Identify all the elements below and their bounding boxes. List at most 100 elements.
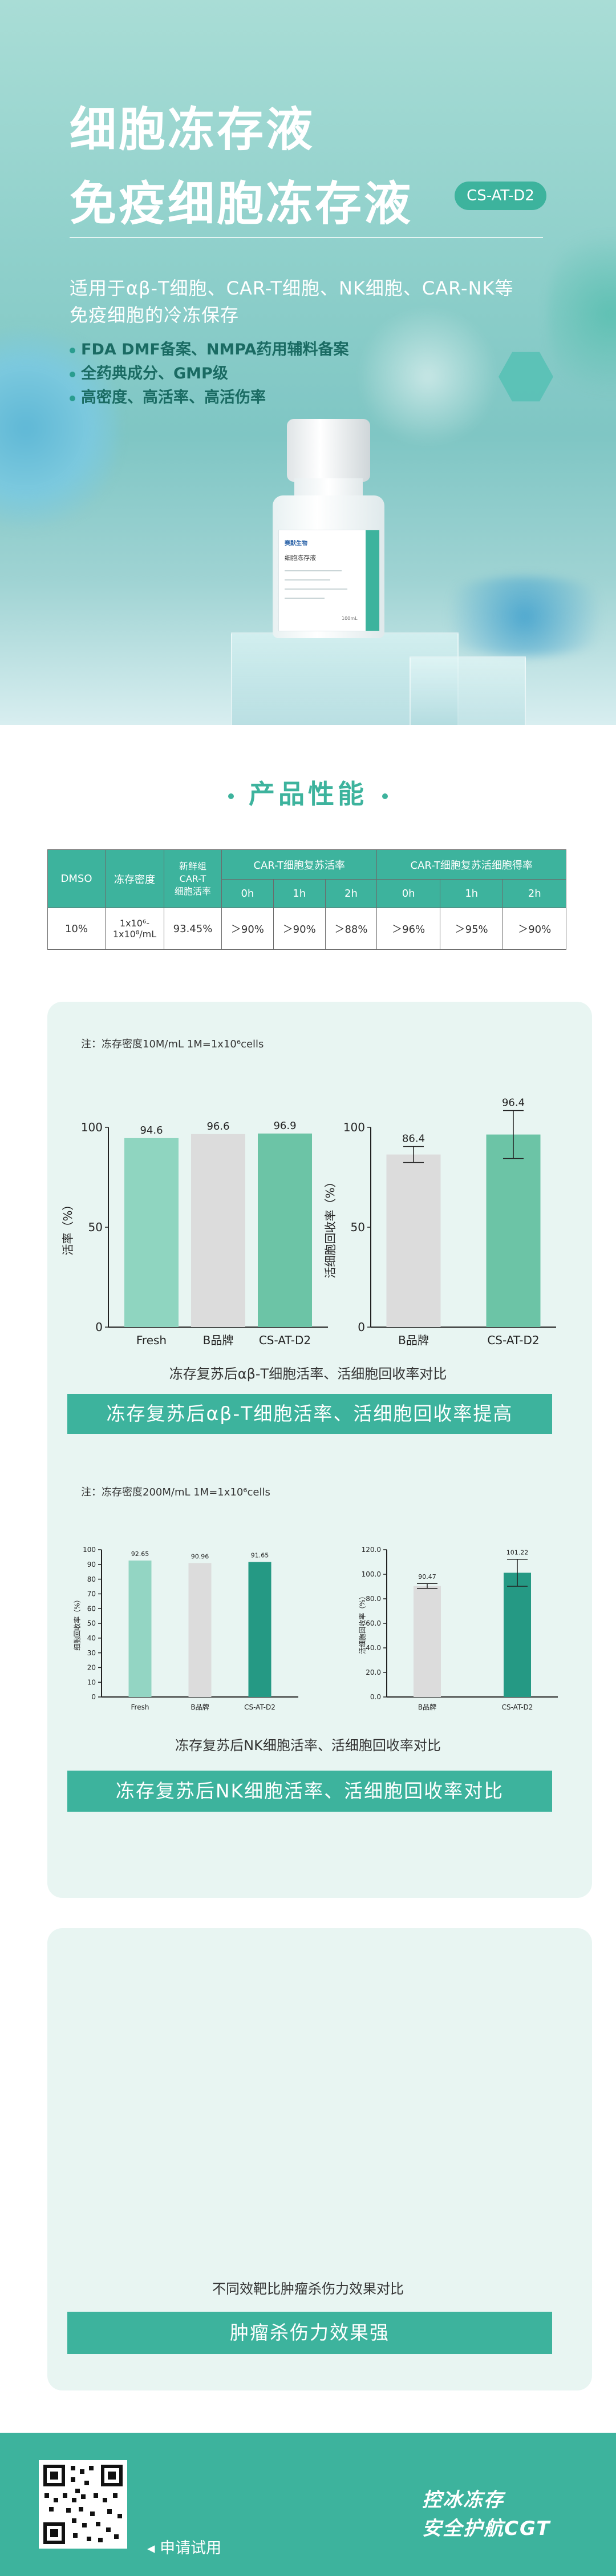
banner-1: 冻存复苏后αβ-T细胞活率、活细胞回收率提高 [67,1394,552,1434]
x-tick-label: Fresh [131,1703,149,1711]
slogan-line2: 安全护航CGT [422,2517,551,2540]
y-tick-label: 0.0 [370,1693,381,1701]
hexagon-decoration [499,352,553,402]
col-fresh: 新鲜组 CAR-T 细胞活率 [164,849,222,908]
data-label: 91.65 [251,1552,269,1559]
x-tick-label: B品牌 [398,1333,429,1347]
y-tick-label: 0 [91,1693,96,1701]
sub-2h: 2h [325,879,378,908]
hero-bullet-1: FDA DMF备案、NMPA药用辅料备案 [70,337,349,359]
section-title: 产品性能 [0,773,616,811]
y-tick-label: 80 [87,1575,96,1583]
performance-table: DMSO 冻存密度 新鲜组 CAR-T 细胞活率 CAR-T细胞复苏活率 CAR… [47,849,566,950]
cell: ＞96% [376,908,440,950]
y-tick-label: 90 [87,1561,96,1569]
bar [248,1562,271,1697]
bar [188,1563,212,1697]
sub-1h: 1h [439,879,504,908]
cell: 93.45% [164,908,222,950]
footer: ◂ 申请试用 控冰冻存 安全护航CGT [0,2433,616,2576]
y-tick-label: 60 [87,1605,96,1612]
apply-trial-link[interactable]: ◂ 申请试用 [147,2539,222,2557]
slogan-line1: 控冰冻存 [422,2489,504,2512]
data-label: 101.22 [506,1549,529,1557]
y-tick-label: 120.0 [362,1546,381,1554]
x-tick-label: Fresh [136,1333,167,1347]
y-tick-label: 100.0 [362,1570,381,1578]
data-label: 96.4 [502,1097,525,1109]
bar [258,1133,312,1327]
y-tick-label: 10 [87,1678,96,1686]
y-axis-label: 活细胞回收率（%） [358,1593,367,1654]
y-tick-label: 80.0 [366,1595,381,1603]
banner-3: 肿瘤杀伤力效果强 [67,2312,552,2354]
y-axis-label: 活率（%） [61,1199,75,1255]
col-density: 冻存密度 [105,849,164,908]
y-axis-label: 活细胞回收率（%） [323,1176,337,1278]
sub-1h: 1h [273,879,326,908]
density-note-1: 注：冻存密度10M/mL 1M=1x10⁶cells [81,1038,264,1050]
bar [191,1134,245,1327]
cell: 10% [47,908,106,950]
col-dmso: DMSO [47,849,106,908]
table-row: 10% 1x10⁶- 1x10⁸/mL 93.45% ＞90% ＞90% ＞88… [47,908,566,950]
banner-2: 冻存复苏后NK细胞活率、活细胞回收率对比 [67,1771,552,1812]
x-tick-label: CS-AT-D2 [244,1703,275,1711]
y-tick-label: 70 [87,1590,96,1598]
data-label: 90.96 [191,1553,209,1560]
chart-caption-2: 冻存复苏后NK细胞活率、活细胞回收率对比 [175,1738,441,1753]
data-label: 96.9 [273,1120,296,1132]
qr-code[interactable] [39,2460,127,2549]
hero-desc-line1: 适用于αβ-T细胞、CAR-T细胞、NK细胞、CAR-NK等 [70,277,514,299]
bar [128,1560,152,1697]
cell: ＞90% [273,908,326,950]
cell: 1x10⁶- 1x10⁸/mL [105,908,164,950]
bar [504,1573,531,1697]
y-tick-label: 60.0 [366,1619,381,1627]
bottle-cap [287,419,370,482]
chart-caption-1: 冻存复苏后αβ-T细胞活率、活细胞回收率对比 [169,1366,447,1382]
y-tick-label: 40 [87,1634,96,1642]
hero-divider [70,237,543,238]
x-tick-label: B品牌 [191,1703,209,1711]
data-label: 96.6 [206,1120,229,1132]
product-code-badge: CS-AT-D2 [455,182,546,210]
hero-banner: 细胞冻存液 免疫细胞冻存液 CS-AT-D2 适用于αβ-T细胞、CAR-T细胞… [0,0,616,725]
x-tick-label: B品牌 [418,1703,436,1711]
y-tick-label: 100 [343,1120,365,1134]
hero-bullet-3: 高密度、高活率、高活伤率 [70,385,266,407]
hero-bullet-2: 全药典成分、GMP级 [70,361,228,383]
bar [386,1154,441,1327]
x-tick-label: CS-AT-D2 [502,1703,533,1711]
data-label: 92.65 [131,1550,149,1558]
y-axis-label: 细胞回收率（%） [73,1596,82,1650]
hero-title-line1: 细胞冻存液 [70,103,315,157]
bottle-label-name: 细胞冻存液 [285,554,316,562]
density-note-2: 注：冻存密度200M/mL 1M=1x10⁶cells [81,1486,270,1498]
x-tick-label: B品牌 [203,1333,234,1347]
y-tick-label: 100 [83,1546,96,1554]
bar [414,1586,441,1697]
hero-title-line2: 免疫细胞冻存液 [70,177,414,231]
data-label: 94.6 [140,1124,163,1136]
x-tick-label: CS-AT-D2 [259,1333,311,1347]
y-tick-label: 50 [88,1220,103,1234]
y-tick-label: 30 [87,1649,96,1657]
y-tick-label: 50 [87,1619,96,1627]
y-tick-label: 0 [358,1320,365,1334]
y-tick-label: 20.0 [366,1668,381,1676]
y-tick-label: 20 [87,1664,96,1672]
sub-2h: 2h [502,879,566,908]
col-group-viability: CAR-T细胞复苏活率 [221,849,378,880]
bottle-brand: 赛默生物 [285,541,307,547]
sub-0h: 0h [376,879,440,908]
bar [486,1134,541,1327]
bar [124,1138,179,1327]
y-tick-label: 0 [95,1320,103,1334]
col-group-recovery: CAR-T细胞复苏活细胞得率 [376,849,566,880]
bottle-volume: 100mL [342,616,358,621]
bottle-label: 赛默生物 细胞冻存液 100mL [278,530,380,631]
x-tick-label: CS-AT-D2 [487,1333,539,1347]
data-label: 90.47 [418,1573,436,1581]
sub-0h: 0h [221,879,274,908]
